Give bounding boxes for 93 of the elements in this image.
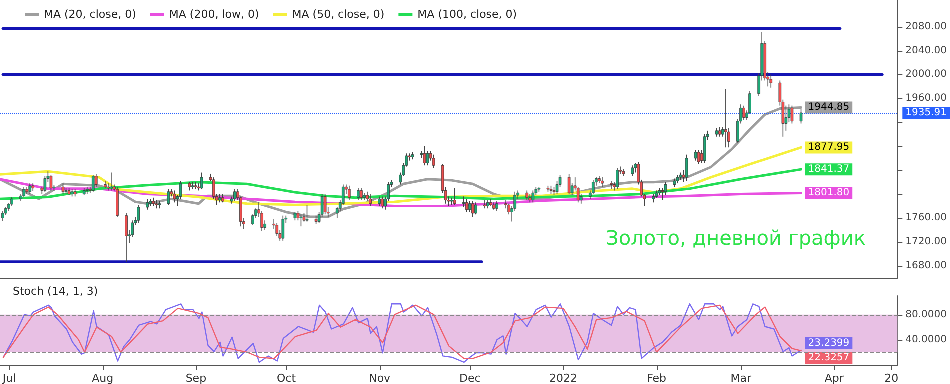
candlestick [694,150,698,162]
candlestick [697,150,700,165]
candlestick [167,189,170,206]
candlestick [282,215,285,242]
y-tick-label: 1760.00 [906,212,948,224]
x-tick-label: Dec [460,372,481,384]
candlestick [146,198,150,210]
y-tick-label: 1680.00 [906,260,948,272]
candlestick [526,190,529,201]
candlestick [724,88,728,148]
candlestick [110,172,113,192]
candlestick [770,74,773,88]
x-tick-label: 2022 [549,372,578,384]
candlestick [784,105,788,132]
candlestick [474,202,478,216]
candlestick [610,180,613,190]
candlestick [465,198,468,213]
candlestick [107,183,110,192]
y-tick-label: 2000.00 [906,69,948,80]
candlestick [360,188,363,201]
y-tick-label: 1720.00 [906,236,948,248]
candlestick [790,105,794,124]
candlestick [661,188,664,201]
candlestick [324,194,327,216]
data-label: 1944.85 [808,102,850,114]
data-label: 22.3257 [808,352,850,364]
candlestick [125,213,128,263]
data-label: 1877.95 [808,142,850,154]
annotation: Золото, дневной график [606,226,866,250]
candlestick [369,194,372,207]
candlestick [92,174,95,192]
candlestick [137,204,140,224]
candlestick [718,126,722,138]
y-tick-label: 40.0000 [906,334,948,346]
legend-label: MA (50, close, 0) [292,8,385,21]
candlestick [357,188,360,201]
candlestick [592,180,595,195]
y-tick-label: 2080.00 [906,21,948,32]
candlestick [200,172,204,190]
candlestick [381,196,384,210]
candlestick [601,177,604,188]
candlestick [62,183,65,195]
line-series [0,146,803,206]
candlestick [423,146,426,166]
candlestick [432,154,436,168]
data-label: 23.2399 [808,338,850,349]
candlestick [173,190,176,204]
candlestick [276,222,279,237]
candlestick [496,201,498,212]
legend-label: MA (200, low, 0) [169,8,260,21]
data-label: 1801.80 [808,188,850,199]
candlestick [28,183,32,195]
x-tick-label: Oct [276,372,297,384]
candlestick [472,201,474,218]
candlestick [94,174,98,188]
x-tick-label: Aug [92,372,114,384]
legend-label: MA (100, close, 0) [418,8,518,21]
candlestick [616,168,619,190]
candlestick [300,214,303,227]
x-tick-label: Nov [369,372,392,384]
candlestick [462,196,466,208]
y-tick-label: 1960.00 [906,93,948,104]
candlestick [703,134,706,164]
y-tick-label: 80.0000 [906,309,948,320]
candlestick [234,189,236,202]
candlestick [532,190,535,204]
candlestick [426,150,430,166]
y-tick-label: 2040.00 [906,45,948,56]
candlestick [800,109,803,124]
candlestick [348,186,351,201]
candlestick [306,204,309,222]
x-tick-label: Apr [824,372,844,384]
candlestick [22,186,26,198]
chart-title: Stoch (14, 1, 3) [13,285,98,298]
candlestick [453,188,456,206]
candlestick [742,105,746,121]
candlestick [2,210,4,222]
candlestick [378,196,381,207]
candlestick [468,201,472,213]
candlestick [685,154,688,182]
candlestick [86,186,89,195]
candlestick [44,176,47,193]
legend-label: MA (20, close, 0) [44,8,136,21]
x-tick-label: Jul [2,372,16,384]
x-tick-label: Sep [186,372,207,384]
data-label: 1841.37 [808,164,850,176]
candlestick [50,174,53,192]
x-tick-label: 20 [884,372,899,384]
x-tick-label: Feb [647,372,667,384]
candlestick [568,174,571,195]
ref-line-label: 1935.91 [906,108,948,119]
x-tick-label: Mar [730,372,752,384]
candlestick [631,165,634,177]
